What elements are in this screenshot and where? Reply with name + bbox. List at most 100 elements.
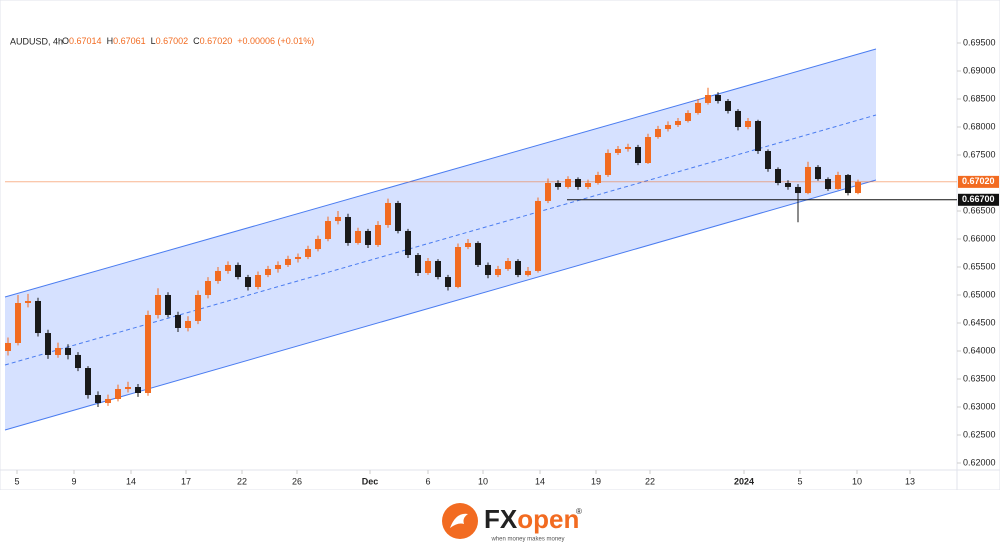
candle-body [225,264,231,271]
candle-body [25,300,31,304]
candle-body [855,181,861,194]
x-tick-label: 2024 [734,476,754,486]
x-tick-label: Dec [362,476,379,486]
candle-body [295,256,301,259]
header-prefix: C [193,36,200,46]
candle-body [525,270,531,276]
y-tick-label: 0.66500 [963,205,996,215]
level-line-label: 0.66700 [962,194,995,204]
header-field: C0.67020 [193,36,232,46]
symbol: AUDUSD, 4h [10,36,63,46]
candle-body [115,389,121,399]
candle-body [215,270,221,281]
candle-body [505,261,511,270]
x-tick-label: 22 [645,476,655,486]
candle-body [155,294,161,315]
candle-body [45,333,51,355]
candle-body [515,261,521,276]
candle-body [165,294,171,315]
candle-body [105,398,111,404]
y-tick-label: 0.68000 [963,121,996,131]
candle-body [685,112,691,122]
header-value: 0.67014 [69,36,102,46]
candle-body [75,354,81,369]
header-field: +0.00006 (+0.01%) [237,36,314,46]
candle-body [15,303,21,343]
candle-body [5,342,11,351]
candle-body [655,129,661,138]
brand: FXopen [484,504,579,534]
x-tick-label: 10 [478,476,488,486]
header-prefix: H [107,36,114,46]
candle-body [35,300,41,334]
x-tick-label: 13 [905,476,915,486]
x-tick-label: 26 [292,476,302,486]
y-tick-label: 0.69500 [963,37,996,47]
candle-body [65,347,71,355]
candle-body [495,269,501,276]
candle-body [625,146,631,150]
candle-body [485,264,491,276]
price-line-label: 0.67020 [962,176,995,186]
candle-body [85,368,91,396]
channel-fill [5,49,876,430]
candle-body [265,269,271,276]
candle-body [135,387,141,393]
candle-body [305,249,311,257]
candle-body [415,255,421,273]
candle-body [405,230,411,256]
candle-body [705,95,711,103]
candle-body [765,151,771,169]
candle-body [55,347,61,355]
brand-open: open [517,504,579,534]
candle-body [585,182,591,187]
candle-body [195,294,201,321]
candle-body [815,166,821,180]
candle-body [95,395,101,404]
x-tick-label: 5 [14,476,19,486]
candle-body [605,152,611,175]
candle-body [245,277,251,287]
candle-body [395,202,401,231]
y-tick-label: 0.69000 [963,65,996,75]
candle-body [375,224,381,245]
candle-body [315,238,321,250]
x-tick-label: 10 [852,476,862,486]
candle-body [575,179,581,187]
price-line-badge [958,175,999,188]
candle-body [205,280,211,295]
candle-body [425,261,431,273]
candle-body [235,264,241,278]
candle-body [385,202,391,225]
footer [0,490,1000,549]
candle-body [635,146,641,164]
x-tick-label: 9 [71,476,76,486]
x-tick-label: 14 [535,476,545,486]
channel-upper [4,48,877,298]
candle-body [475,242,481,265]
x-tick-label: 19 [591,476,601,486]
candle-body [665,124,671,130]
y-tick-label: 0.67500 [963,149,996,159]
header: O0.67014 H0.67061 L0.67002 C0.67020 +0.00006… [62,36,314,46]
candle-body [715,95,721,102]
x-tick-label: 5 [797,476,802,486]
x-tick-label: 14 [126,476,136,486]
logo-glyph [450,513,468,528]
candle-body [645,137,651,164]
candle-body [785,182,791,187]
candle-body [775,168,781,183]
header-value: +0.00006 (+0.01%) [237,36,314,46]
header-field: L0.67002 [151,36,189,46]
y-tick-label: 0.65000 [963,289,996,299]
brand-fx: FX [484,504,518,534]
candle-body [455,247,461,287]
header-prefix: O [62,36,69,46]
y-tick-label: 0.63500 [963,373,996,383]
candle-body [285,258,291,265]
candle-body [545,182,551,201]
candle-body [355,230,361,243]
y-tick-label: 0.65500 [963,261,996,271]
